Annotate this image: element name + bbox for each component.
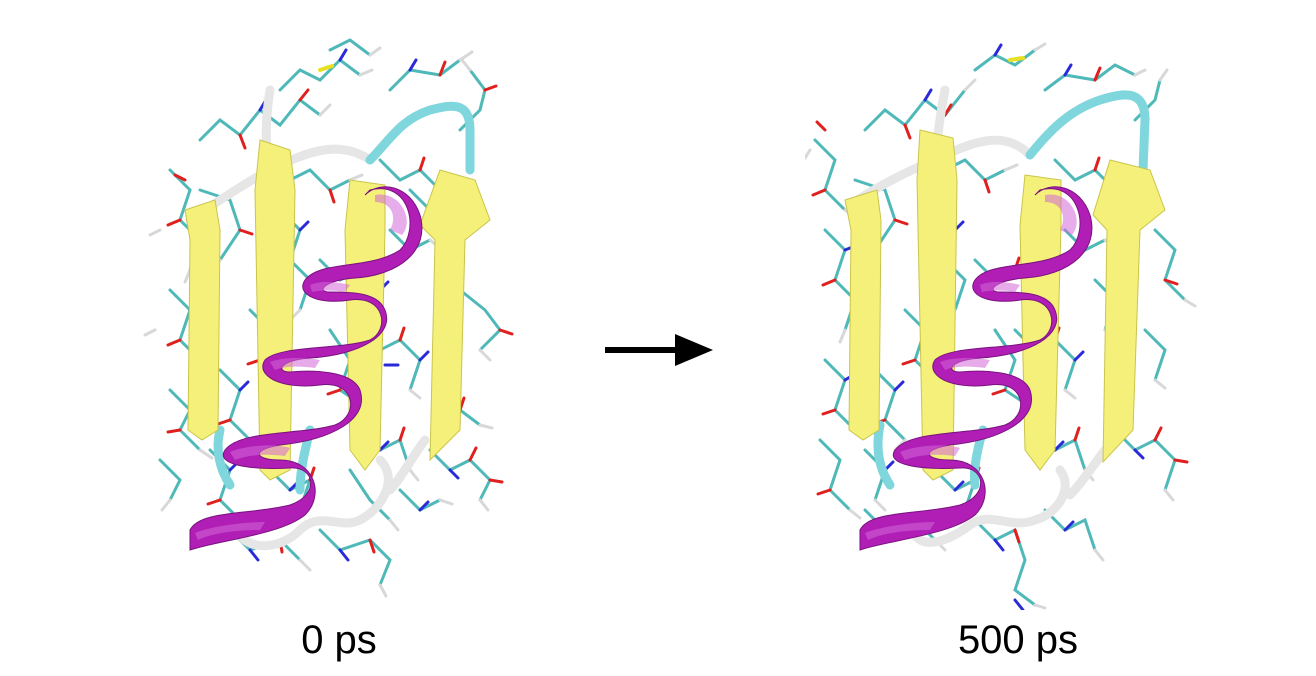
beta-strands [184, 139, 491, 481]
alpha-helix [189, 186, 423, 551]
protein-structure-500ps [805, 30, 1205, 610]
sulfur-sticks [1008, 56, 1025, 62]
time-label-0ps: 0 ps [301, 618, 377, 662]
protein-render-0ps [143, 38, 514, 598]
helix-highlights [195, 194, 407, 540]
coil-backbone [185, 85, 430, 551]
helix-highlights [865, 194, 1077, 540]
oxygen-sticks [811, 66, 1189, 544]
sulfur-sticks [318, 64, 334, 72]
protein-structure-0ps [140, 30, 540, 610]
protein-render-500ps [805, 42, 1197, 610]
alpha-helix [859, 186, 1093, 551]
time-label-500ps: 500 ps [957, 618, 1079, 662]
right-arrow-icon [603, 330, 715, 370]
